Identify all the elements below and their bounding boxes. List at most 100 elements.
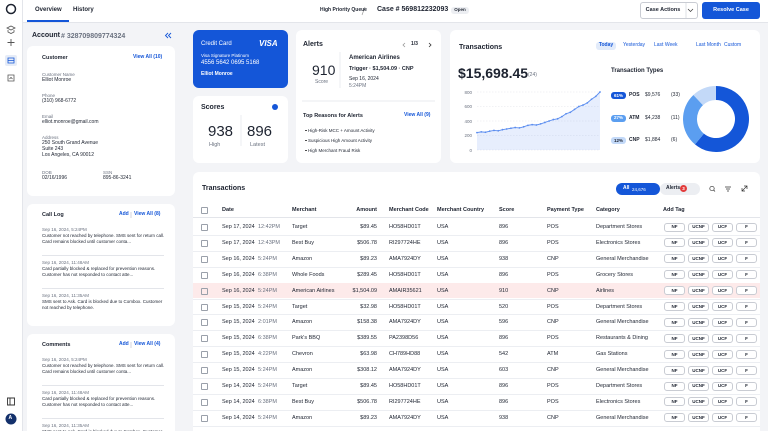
filter[interactable]: Custom xyxy=(724,42,742,48)
tag-button[interactable]: UCNF xyxy=(688,381,709,391)
filter[interactable]: Yesterday xyxy=(623,42,646,48)
filter[interactable]: Last Week xyxy=(654,42,678,48)
tag-button[interactable]: F xyxy=(736,222,757,232)
tag-button[interactable]: UCNF xyxy=(688,238,709,248)
tab[interactable]: Overview xyxy=(35,7,62,13)
tag-button[interactable]: NF xyxy=(664,381,685,391)
tag-button[interactable]: F xyxy=(736,286,757,296)
tag-button[interactable]: NF xyxy=(664,238,685,248)
filter[interactable]: Last Month xyxy=(696,42,721,48)
tag-button[interactable]: NF xyxy=(664,413,685,423)
collapse-panel[interactable] xyxy=(164,32,172,39)
add-link[interactable]: Add xyxy=(119,211,129,217)
tag-button[interactable]: F xyxy=(736,254,757,264)
filter[interactable]: Today xyxy=(596,42,616,50)
search-icon[interactable] xyxy=(713,189,716,192)
tag-button[interactable]: UCNF xyxy=(688,365,709,375)
checkbox[interactable] xyxy=(201,303,208,311)
tag-button[interactable]: UCF xyxy=(712,413,733,423)
tag-button[interactable]: UCF xyxy=(712,270,733,280)
tag-button[interactable]: NF xyxy=(664,397,685,407)
view-all[interactable]: View All (8) xyxy=(134,211,161,217)
tag-button[interactable]: UCF xyxy=(712,286,733,296)
tag-button[interactable]: NF xyxy=(664,270,685,280)
tag-button[interactable]: NF xyxy=(664,302,685,311)
tag-button[interactable]: NF xyxy=(664,333,685,343)
nav-icon[interactable] xyxy=(6,25,16,34)
tag-button[interactable]: UCF xyxy=(712,302,733,311)
tag-button[interactable]: F xyxy=(736,317,757,327)
view-all[interactable]: View All (9) xyxy=(404,112,431,118)
tag-button[interactable]: UCF xyxy=(712,333,733,343)
cell: $289.45 xyxy=(357,271,377,278)
tag-button[interactable]: UCF xyxy=(712,397,733,407)
checkbox[interactable] xyxy=(201,351,208,359)
tag-button[interactable]: F xyxy=(736,270,757,280)
checkbox[interactable] xyxy=(201,287,208,295)
prev[interactable] xyxy=(402,42,406,48)
collapse-icon[interactable] xyxy=(7,397,15,406)
pager[interactable]: 1/3 xyxy=(411,41,418,47)
tag-button[interactable]: F xyxy=(736,333,757,343)
tag-button[interactable]: UCNF xyxy=(688,397,709,407)
tag-button[interactable]: F xyxy=(736,238,757,248)
checkbox[interactable] xyxy=(201,383,208,390)
expand-icon[interactable] xyxy=(741,185,748,192)
tag-button[interactable]: UCNF xyxy=(688,333,709,343)
resolve-case[interactable]: Resolve Case xyxy=(702,2,760,19)
tag-button[interactable]: NF xyxy=(664,317,685,327)
add-link[interactable]: Add xyxy=(119,341,129,347)
avatar[interactable] xyxy=(5,413,17,425)
checkbox[interactable] xyxy=(201,206,208,214)
nav-icon[interactable] xyxy=(7,74,15,82)
checkbox[interactable] xyxy=(201,367,208,375)
tag-button[interactable]: UCNF xyxy=(688,302,709,311)
tag-button[interactable]: NF xyxy=(664,222,685,232)
checkbox[interactable] xyxy=(201,398,208,406)
next[interactable] xyxy=(428,42,432,48)
tag-button[interactable]: F xyxy=(736,413,757,423)
checkbox[interactable] xyxy=(201,414,208,422)
tag-button[interactable]: UCF xyxy=(712,381,733,391)
search-icon[interactable] xyxy=(709,185,715,192)
tag-button[interactable]: UCNF xyxy=(688,413,709,423)
view-all[interactable]: View All (4) xyxy=(134,341,161,347)
tag-button[interactable]: NF xyxy=(664,286,685,296)
tag-button[interactable]: UCNF xyxy=(688,270,709,280)
tag-button[interactable]: UCNF xyxy=(688,286,709,296)
tag-button[interactable]: F xyxy=(736,381,757,391)
checkbox[interactable] xyxy=(201,319,208,327)
avatar-initial[interactable]: A xyxy=(8,415,13,421)
case-actions[interactable]: Case Actions xyxy=(640,2,698,19)
tag-button[interactable]: UCF xyxy=(712,317,733,327)
tag-button[interactable]: UCF xyxy=(712,238,733,248)
tag-button[interactable]: NF xyxy=(664,365,685,375)
checkbox[interactable] xyxy=(201,335,208,343)
tag-button[interactable]: NF xyxy=(664,349,685,359)
tag-button[interactable]: UCNF xyxy=(688,222,709,232)
tag-button[interactable]: UCNF xyxy=(688,349,709,359)
view-all[interactable]: View All (10) xyxy=(133,54,163,60)
account-number: # 328709809774324 xyxy=(61,32,126,40)
tag-button[interactable]: UCF xyxy=(712,222,733,232)
tag-button[interactable]: UCNF xyxy=(688,317,709,327)
tag-button[interactable]: UCF xyxy=(712,365,733,375)
tag-button[interactable]: UCF xyxy=(712,254,733,264)
tag-button[interactable]: UCNF xyxy=(688,254,709,264)
nav-icon[interactable] xyxy=(7,57,15,64)
filter-icon[interactable] xyxy=(725,186,731,192)
tag-button[interactable]: F xyxy=(736,397,757,407)
tag-button[interactable]: F xyxy=(736,349,757,359)
checkbox[interactable] xyxy=(201,271,208,279)
checkbox[interactable] xyxy=(201,224,208,231)
nav-icon[interactable] xyxy=(7,39,15,46)
tag-button[interactable]: F xyxy=(736,302,757,311)
tag-button[interactable]: UCF xyxy=(712,349,733,359)
info-icon[interactable] xyxy=(272,104,278,110)
checkbox[interactable] xyxy=(201,255,208,263)
tag-button[interactable]: F xyxy=(736,365,757,375)
checkbox[interactable] xyxy=(201,239,208,247)
tab-all[interactable] xyxy=(616,183,660,195)
tab[interactable]: History xyxy=(73,7,94,13)
tag-button[interactable]: NF xyxy=(664,254,685,264)
